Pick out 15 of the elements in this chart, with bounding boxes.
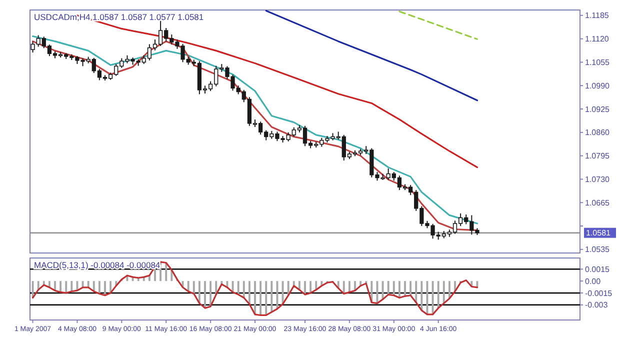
y-tick-label: 1.1055 [585, 58, 610, 67]
ref-line-label: 1.0581 [586, 228, 612, 238]
y-tick-label: -0.0015 [585, 288, 613, 298]
y-tick-label: 1.1120 [585, 34, 610, 44]
y-tick-label: -0.003 [585, 300, 608, 310]
y-tick-label: 1.0730 [585, 175, 610, 184]
y-tick-label: 1.0535 [585, 245, 610, 254]
y-tick-label: 1.0860 [585, 128, 610, 138]
y-tick-label: 1.0925 [585, 104, 610, 114]
y-tick-label: 1.0795 [585, 152, 610, 161]
y-tick-label: 1.0990 [585, 81, 610, 90]
y-tick-label: 0.0015 [585, 264, 610, 274]
y-tick-label: 1.1185 [585, 11, 610, 20]
y-tick-label: 1.0665 [585, 198, 610, 208]
y-tick-label: 0.00 [585, 276, 602, 286]
